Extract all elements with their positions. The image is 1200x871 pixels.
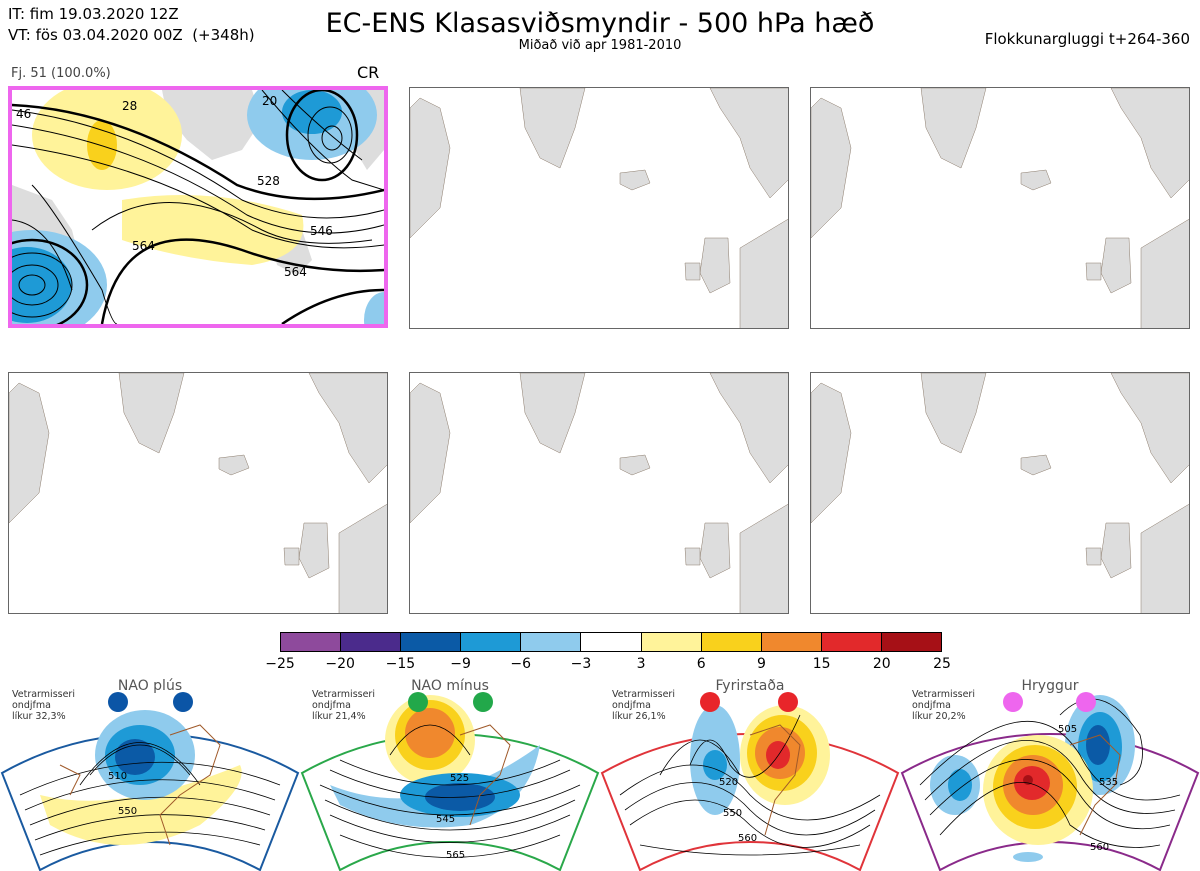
regime-panel-ridge[interactable]: 505 535 560 Hryggur Vetrarmisseri ondjfm… xyxy=(900,675,1200,871)
contour-label: 505 xyxy=(1058,724,1077,735)
colorbar-tick: 6 xyxy=(696,656,706,672)
contour-label: 564 xyxy=(284,265,307,279)
map-panel-empty xyxy=(810,87,1190,329)
colorbar-tick: 25 xyxy=(933,656,951,672)
regime-marker xyxy=(1003,692,1023,712)
colorbar-swatch xyxy=(521,633,582,651)
member-map-panel[interactable]: 46 28 20 528 546 564 564 xyxy=(8,86,388,328)
contour-label: 28 xyxy=(122,99,137,113)
colorbar-tick: 3 xyxy=(636,656,646,672)
contour-label: 550 xyxy=(723,808,742,819)
colorbar-tick: −15 xyxy=(385,656,416,672)
colorbar-tick: −3 xyxy=(570,656,592,672)
colorbar-swatch xyxy=(401,633,462,651)
member-label: Fj. 51 (100.0%) xyxy=(11,66,111,81)
regime-code: CR xyxy=(357,63,380,82)
contour-label: 560 xyxy=(738,833,757,844)
colorbar-swatch xyxy=(341,633,402,651)
regime-name: Hryggur xyxy=(1021,678,1079,694)
map-panel-empty xyxy=(810,372,1190,614)
map-panel-empty xyxy=(409,87,789,329)
regime-note: Vetrarmisseri ondjfma líkur 21,4% xyxy=(312,689,375,722)
colorbar-tick: −20 xyxy=(325,656,355,672)
header-dates: IT: fim 19.03.2020 12Z VT: fös 03.04.202… xyxy=(8,4,255,46)
colorbar-swatch xyxy=(461,633,522,651)
colorbar-swatch xyxy=(881,633,942,651)
contour-label: 535 xyxy=(1099,777,1118,788)
colorbar-swatch xyxy=(641,633,702,651)
init-time: IT: fim 19.03.2020 12Z xyxy=(8,5,179,23)
regime-map: 525 545 565 xyxy=(300,692,600,871)
map-panel-empty xyxy=(409,372,789,614)
base-map xyxy=(410,88,788,328)
contour-label: 565 xyxy=(446,850,465,861)
contour-label: 528 xyxy=(257,174,280,188)
regime-panel-nao-minus[interactable]: 525 545 565 NAO mínus Vetrarmisseri ondj… xyxy=(300,675,600,871)
page-subtitle: Miðað við apr 1981-2010 xyxy=(518,38,682,53)
regime-note: Vetrarmisseri ondjfma líkur 32,3% xyxy=(12,689,75,722)
base-map xyxy=(410,373,788,613)
colorbar-swatch xyxy=(761,633,822,651)
valid-time: VT: fös 03.04.2020 00Z (+348h) xyxy=(8,26,255,44)
contour-label: 46 xyxy=(16,107,31,121)
regime-marker xyxy=(778,692,798,712)
contour-label: 510 xyxy=(108,771,127,782)
member-map: 46 28 20 528 546 564 564 xyxy=(12,90,384,324)
contour-label: 20 xyxy=(262,94,277,108)
regime-note: Vetrarmisseri ondjfma líkur 26,1% xyxy=(612,689,675,722)
contour-label: 520 xyxy=(719,777,738,788)
colorbar xyxy=(280,632,942,652)
regime-marker xyxy=(1076,692,1096,712)
regime-map: 505 535 560 xyxy=(900,692,1200,871)
regime-marker xyxy=(408,692,428,712)
contour-label: 546 xyxy=(310,224,333,238)
contour-label: 525 xyxy=(450,773,469,784)
regime-marker xyxy=(473,692,493,712)
contour-label: 550 xyxy=(118,806,137,817)
regime-marker xyxy=(108,692,128,712)
regime-map: 520 550 560 xyxy=(600,692,900,871)
contour-label: 545 xyxy=(436,814,455,825)
base-map xyxy=(9,373,387,613)
colorbar-tick: −25 xyxy=(265,656,295,672)
regime-map: 510 550 xyxy=(0,692,300,871)
colorbar-tick: 9 xyxy=(756,656,766,672)
colorbar-swatch xyxy=(701,633,762,651)
colorbar-swatch xyxy=(581,633,642,651)
base-map xyxy=(811,373,1189,613)
regime-name: NAO mínus xyxy=(411,678,489,694)
regime-marker xyxy=(700,692,720,712)
colorbar-tick: 15 xyxy=(812,656,831,672)
base-map xyxy=(811,88,1189,328)
colorbar-tick: 20 xyxy=(872,656,891,672)
regime-name: Fyrirstaða xyxy=(715,678,785,694)
colorbar-swatch xyxy=(821,633,882,651)
regime-panel-blocking[interactable]: 520 550 560 Fyrirstaða Vetrarmisseri ond… xyxy=(600,675,900,871)
regime-note: Vetrarmisseri ondjfma líkur 20,2% xyxy=(912,689,975,722)
colorbar-tick: −6 xyxy=(510,656,532,672)
regime-name: NAO plús xyxy=(117,678,183,694)
regime-marker xyxy=(173,692,193,712)
window-label: Flokkunargluggi t+264-360 xyxy=(984,30,1190,48)
page-title: EC-ENS Klasasviðsmyndir - 500 hPa hæð xyxy=(325,8,875,39)
contour-label: 564 xyxy=(132,239,155,253)
regime-panel-nao-plus[interactable]: 510 550 NAO plús Vetrarmisseri ondjfma l… xyxy=(0,675,300,871)
colorbar-swatch xyxy=(281,633,342,651)
contour-label: 560 xyxy=(1090,842,1109,853)
map-panel-empty xyxy=(8,372,388,614)
colorbar-tick: −9 xyxy=(450,656,471,672)
